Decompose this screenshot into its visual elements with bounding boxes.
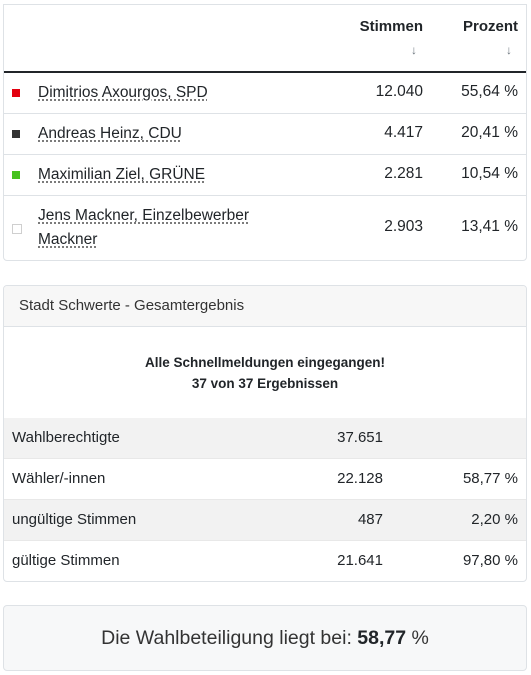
turnout-label: Die Wahlbeteiligung liegt bei: [101, 627, 352, 649]
stat-row-eligible-voters: Wahlberechtigte 37.651 [4, 418, 526, 459]
reporting-notice: Alle Schnellmeldungen eingegangen! 37 vo… [4, 327, 526, 418]
turnout-summary: Die Wahlbeteiligung liegt bei: 58,77 % [4, 606, 526, 670]
candidate-name[interactable]: Andreas Heinz, CDU [38, 125, 182, 142]
candidate-votes: 4.417 [384, 124, 423, 141]
overall-result-card: Stadt Schwerte - Gesamtergebnis Alle Sch… [3, 285, 527, 582]
turnout-card: Die Wahlbeteiligung liegt bei: 58,77 % [3, 605, 527, 671]
column-header-votes[interactable]: Stimmen ↓ [360, 18, 423, 57]
sort-arrow-icon[interactable]: ↓ [506, 43, 512, 57]
stat-row-voters: Wähler/-innen 22.128 58,77 % [4, 459, 526, 500]
party-color-swatch [12, 171, 20, 179]
reporting-count: 37 von 37 Ergebnissen [191, 376, 339, 391]
column-header-votes-label: Stimmen [359, 18, 423, 35]
stat-value: 37.651 [337, 429, 383, 446]
overall-result-title: Stadt Schwerte - Gesamtergebnis [4, 286, 526, 327]
turnout-unit: % [411, 627, 429, 649]
stat-label: Wähler/-innen [12, 470, 106, 487]
stat-row-valid-votes: gültige Stimmen 21.641 97,80 % [4, 541, 526, 581]
candidate-votes: 2.281 [384, 165, 423, 182]
party-color-swatch [12, 130, 20, 138]
candidate-votes: 2.903 [384, 218, 423, 235]
results-table-header: Stimmen ↓ Prozent ↓ [4, 5, 526, 73]
turnout-value: 58,77 [357, 627, 407, 649]
candidate-name[interactable]: Jens Mackner, Einzelbewerber Mackner [38, 207, 250, 248]
candidate-percent: 20,41 % [461, 124, 518, 141]
stat-label: gültige Stimmen [12, 552, 120, 569]
column-header-percent[interactable]: Prozent ↓ [463, 18, 518, 57]
stat-value: 487 [357, 511, 383, 528]
stat-percent: 2,20 % [471, 511, 518, 528]
column-header-percent-label: Prozent [462, 18, 518, 35]
sort-arrow-icon[interactable]: ↓ [411, 43, 417, 57]
candidate-percent: 55,64 % [461, 83, 518, 100]
stat-value: 22.128 [337, 470, 383, 487]
table-row: Maximilian Ziel, GRÜNE 2.281 10,54 % [4, 155, 526, 196]
party-color-swatch [12, 224, 22, 234]
candidate-percent: 10,54 % [461, 165, 518, 182]
candidate-name[interactable]: Dimitrios Axourgos, SPD [38, 84, 208, 101]
results-table: Stimmen ↓ Prozent ↓ Dimitrios Axourgos, … [3, 4, 527, 261]
table-row: Jens Mackner, Einzelbewerber Mackner 2.9… [4, 196, 526, 260]
table-row: Andreas Heinz, CDU 4.417 20,41 % [4, 114, 526, 155]
table-row: Dimitrios Axourgos, SPD 12.040 55,64 % [4, 73, 526, 114]
reporting-status: Alle Schnellmeldungen eingegangen! [144, 355, 386, 370]
stat-row-invalid-votes: ungültige Stimmen 487 2,20 % [4, 500, 526, 541]
stat-value: 21.641 [337, 552, 383, 569]
stat-percent: 97,80 % [462, 552, 518, 569]
stat-label: Wahlberechtigte [12, 429, 120, 446]
stat-label: ungültige Stimmen [12, 511, 137, 528]
party-color-swatch [12, 89, 20, 97]
candidate-percent: 13,41 % [461, 218, 518, 235]
candidate-votes: 12.040 [375, 83, 423, 100]
candidate-name[interactable]: Maximilian Ziel, GRÜNE [38, 166, 206, 183]
stat-percent: 58,77 % [462, 470, 518, 487]
